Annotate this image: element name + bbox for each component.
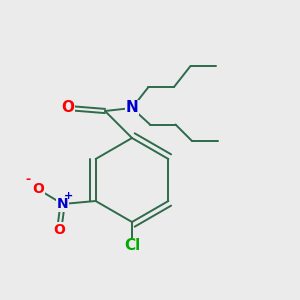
Text: O: O <box>61 100 74 116</box>
Text: O: O <box>54 223 66 236</box>
Text: O: O <box>33 182 45 196</box>
Text: N: N <box>126 100 138 116</box>
Text: Cl: Cl <box>124 238 140 253</box>
Text: N: N <box>57 197 68 211</box>
Text: -: - <box>26 173 31 187</box>
Text: +: + <box>64 190 73 201</box>
